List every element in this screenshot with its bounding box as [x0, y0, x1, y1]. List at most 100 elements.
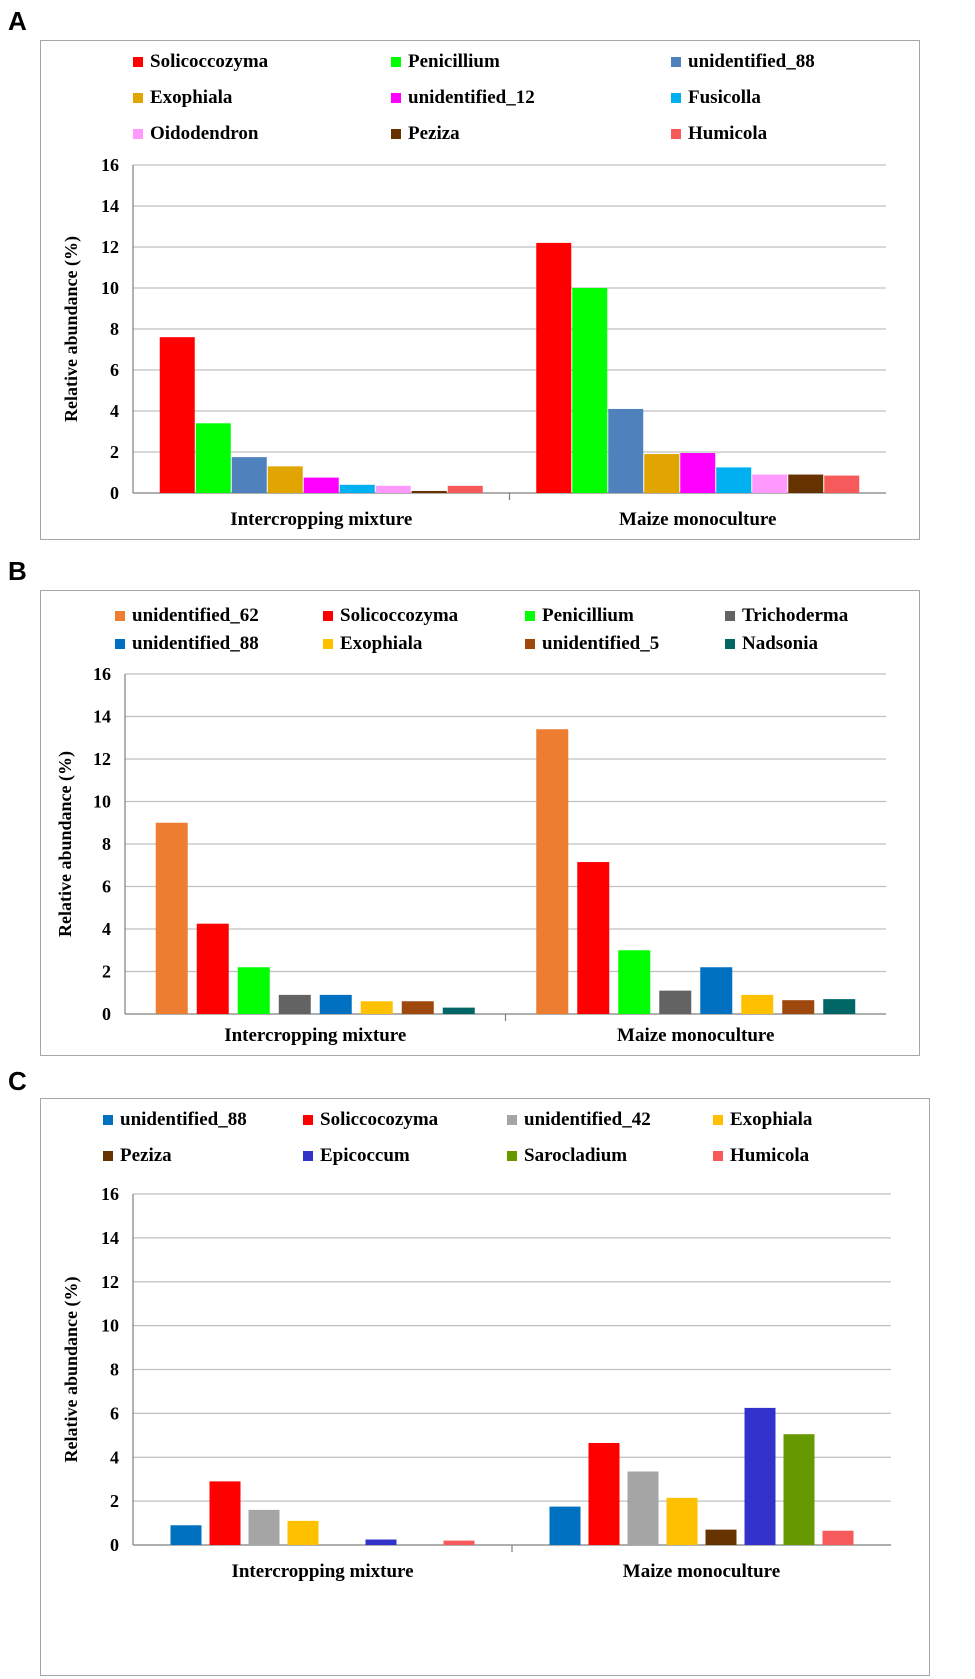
panel-c-letter: C: [8, 1066, 27, 1096]
bar-unidentified-42: [248, 1509, 280, 1545]
y-tick-label: 14: [93, 707, 111, 727]
legend-swatch: [303, 1151, 313, 1161]
legend-label: Fusicolla: [688, 87, 761, 108]
bar-penicillium: [618, 950, 651, 1014]
legend-label: Soliccocozyma: [320, 1109, 439, 1130]
legend-label: Penicillium: [408, 51, 500, 72]
bar-humicola: [447, 485, 483, 493]
y-tick-label: 8: [110, 1360, 119, 1380]
y-tick-label: 2: [102, 962, 111, 982]
bar-peziza: [705, 1529, 737, 1545]
legend-label: unidentified_5: [542, 633, 659, 654]
bar-epicoccum: [744, 1407, 776, 1545]
bar-peziza: [788, 474, 824, 493]
bar-fusicolla: [339, 484, 375, 493]
legend-swatch: [713, 1115, 723, 1125]
bar-penicillium: [237, 967, 270, 1014]
bar-unidentified-88: [608, 408, 644, 493]
y-tick-label: 0: [110, 483, 119, 503]
chart-svg: Solicoccozyma Penicillium unidentified_88 E…: [61, 51, 886, 530]
legend-label: Nadsonia: [742, 633, 819, 654]
y-tick-label: 14: [101, 1228, 119, 1248]
bar-trichoderma: [278, 994, 311, 1014]
y-tick-label: 6: [110, 1403, 119, 1423]
legend-label: Peziza: [408, 123, 460, 144]
bar-exophiala: [741, 994, 774, 1014]
bar-unidentified-42: [627, 1471, 659, 1545]
legend-swatch: [303, 1115, 313, 1125]
legend-swatch: [671, 93, 681, 103]
bar-unidentified-88: [549, 1506, 581, 1545]
bar-solicoccozyma: [196, 923, 229, 1014]
bar-peziza: [411, 490, 447, 493]
bar-unidentified-88: [319, 994, 352, 1014]
bar-unidentified-5: [782, 1000, 815, 1014]
legend-label: Humicola: [730, 1145, 810, 1166]
bar-penicillium: [195, 423, 231, 493]
y-tick-label: 8: [110, 319, 119, 339]
legend-swatch: [525, 639, 535, 649]
y-tick-label: 16: [101, 1184, 119, 1204]
bar-unidentified-62: [536, 729, 569, 1014]
y-axis-title: Relative abundance (%): [61, 1277, 82, 1463]
panel-a-letter: A: [8, 6, 27, 36]
legend-swatch: [103, 1115, 113, 1125]
legend-label: Penicillium: [542, 605, 634, 626]
panel-b-chart: unidentified_62 Solicoccozyma Penicillium T…: [40, 590, 920, 1056]
legend-label: Exophiala: [730, 1109, 813, 1130]
y-tick-label: 6: [102, 877, 111, 897]
y-tick-label: 10: [101, 278, 119, 298]
y-tick-label: 6: [110, 360, 119, 380]
bar-exophiala: [287, 1520, 319, 1545]
bar-nadsonia: [442, 1007, 475, 1014]
bar-soliccocozyma: [209, 1481, 241, 1545]
legend-swatch: [725, 639, 735, 649]
y-tick-label: 4: [110, 401, 119, 421]
x-category-label: Maize monoculture: [617, 1025, 774, 1046]
x-category-label: Intercropping mixture: [230, 509, 412, 530]
y-tick-label: 4: [102, 919, 111, 939]
legend-label: Exophiala: [150, 87, 233, 108]
legend-swatch: [323, 611, 333, 621]
x-category-label: Intercropping mixture: [231, 1561, 413, 1582]
y-tick-label: 10: [93, 792, 111, 812]
y-tick-label: 0: [102, 1004, 111, 1024]
legend-label: unidentified_88: [120, 1109, 247, 1130]
legend-label: Epicoccum: [320, 1145, 410, 1166]
legend-label: Solicoccozyma: [340, 605, 459, 626]
legend-swatch: [115, 639, 125, 649]
bar-unidentified-12: [303, 477, 339, 493]
bar-unidentified-5: [401, 1001, 434, 1014]
legend-label: unidentified_88: [688, 51, 815, 72]
bar-trichoderma: [659, 990, 692, 1014]
bar-epicoccum: [365, 1539, 397, 1545]
legend-label: unidentified_88: [132, 633, 259, 654]
bar-humicola: [824, 475, 860, 493]
legend-label: Sarocladium: [524, 1145, 627, 1166]
legend-swatch: [391, 129, 401, 139]
legend-label: Oidodendron: [150, 123, 259, 144]
legend-swatch: [507, 1115, 517, 1125]
y-tick-label: 12: [101, 1272, 119, 1292]
bar-soliccocozyma: [588, 1442, 620, 1545]
legend-label: Solicoccozyma: [150, 51, 269, 72]
bar-exophiala: [360, 1001, 393, 1014]
legend-swatch: [725, 611, 735, 621]
y-tick-label: 8: [102, 834, 111, 854]
bar-solicoccozyma: [536, 242, 572, 493]
bar-solicoccozyma: [577, 862, 610, 1014]
legend-swatch: [671, 129, 681, 139]
x-category-label: Maize monoculture: [619, 509, 776, 530]
panel-c-chart: unidentified_88 Soliccocozyma unidentified…: [40, 1098, 930, 1676]
legend-label: unidentified_12: [408, 87, 535, 108]
bar-sarocladium: [783, 1434, 815, 1545]
legend-swatch: [115, 611, 125, 621]
legend-swatch: [713, 1151, 723, 1161]
bar-penicillium: [572, 288, 608, 493]
y-tick-label: 12: [93, 749, 111, 769]
y-tick-label: 4: [110, 1447, 119, 1467]
y-axis-title: Relative abundance (%): [55, 751, 76, 937]
y-tick-label: 16: [93, 664, 111, 684]
legend-swatch: [671, 57, 681, 67]
y-axis-title: Relative abundance (%): [61, 236, 82, 422]
